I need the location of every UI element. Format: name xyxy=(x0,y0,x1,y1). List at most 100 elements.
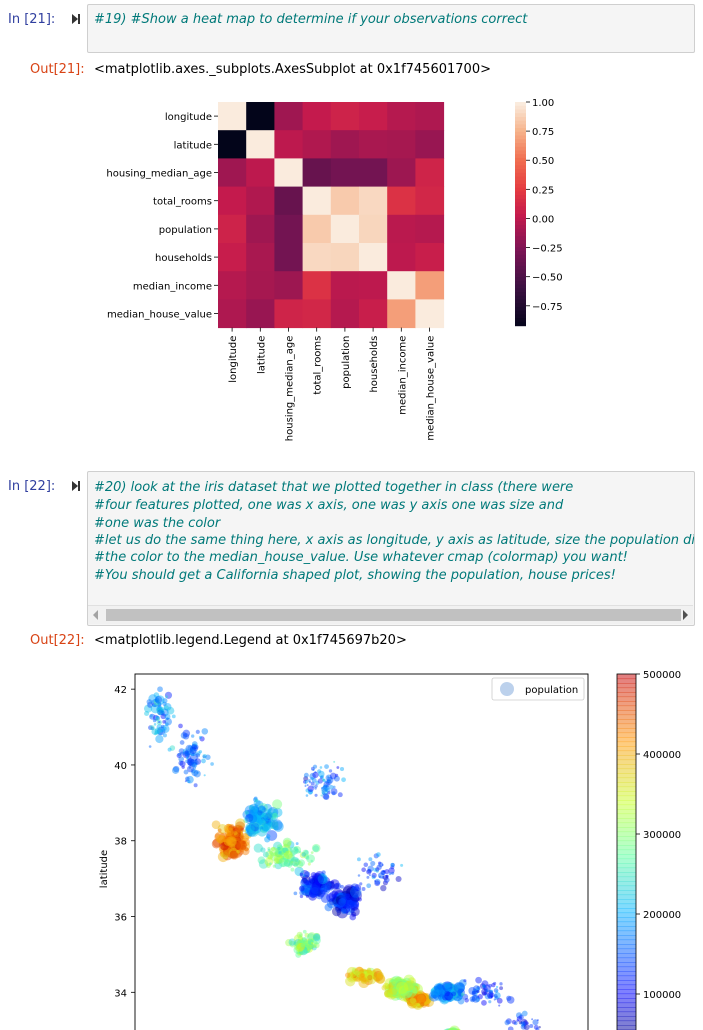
colorbar-segment xyxy=(515,203,526,207)
scatter-point xyxy=(370,861,375,866)
colorbar-segment xyxy=(617,778,636,783)
heatmap-cell xyxy=(274,271,303,300)
colorbar-segment xyxy=(617,908,636,913)
cell21-code-input[interactable]: #19) #Show a heat map to determine if yo… xyxy=(87,4,695,53)
heatmap-cell xyxy=(415,130,444,159)
heatmap-cell xyxy=(246,243,275,272)
heatmap-cell xyxy=(303,130,332,159)
colorbar-segment xyxy=(617,1025,636,1030)
scatter-point xyxy=(400,864,403,867)
heatmap-row-label: total_rooms xyxy=(153,197,212,208)
colorbar-segment xyxy=(515,136,526,140)
colorbar-segment xyxy=(617,742,636,747)
legend-label: population xyxy=(525,685,578,696)
heatmap-col-label: median_income xyxy=(397,336,408,415)
colorbar-segment xyxy=(515,199,526,203)
scatter-point xyxy=(481,1000,487,1006)
colorbar-segment xyxy=(617,769,636,774)
run-cell-icon[interactable] xyxy=(71,480,81,492)
scatter-point xyxy=(218,828,222,832)
scatter-point xyxy=(308,862,311,865)
scatter-point xyxy=(272,799,282,809)
heatmap-cell xyxy=(218,215,247,244)
colorbar-segment xyxy=(617,787,636,792)
scatter-point xyxy=(314,784,317,787)
scatter-point xyxy=(320,775,324,779)
code-line: #four features plotted, one was x axis, … xyxy=(94,498,563,513)
scatter-point xyxy=(505,1020,510,1025)
heatmap-cell xyxy=(359,187,388,216)
heatmap-row-label: households xyxy=(155,253,212,264)
scatter-point xyxy=(488,1000,491,1003)
scatter-point xyxy=(526,1022,529,1025)
scatter-point xyxy=(483,985,486,988)
y-tick-label: 38 xyxy=(114,837,127,848)
cell22-code-input[interactable]: #20) look at the iris dataset that we pl… xyxy=(87,471,695,626)
colorbar-segment xyxy=(515,262,526,266)
scatter-point xyxy=(340,767,344,771)
scatter-point xyxy=(205,754,211,760)
colorbar-tick-label: 400000 xyxy=(643,750,681,761)
horizontal-scrollbar[interactable] xyxy=(88,605,693,624)
scatter-point xyxy=(336,766,339,769)
colorbar-segment xyxy=(617,692,636,697)
scatter-point xyxy=(255,799,258,802)
colorbar-segment xyxy=(515,225,526,229)
colorbar-tick-label: 0.75 xyxy=(532,127,554,138)
heatmap-cell xyxy=(387,158,416,187)
scrollbar-thumb[interactable] xyxy=(106,609,681,621)
scatter-point xyxy=(158,721,160,723)
scatter-point xyxy=(391,988,398,995)
scatter-point xyxy=(184,751,189,756)
colorbar-segment xyxy=(515,266,526,270)
colorbar-segment xyxy=(617,872,636,877)
scatter-point xyxy=(338,792,343,797)
scatter-point xyxy=(468,987,476,995)
colorbar-segment xyxy=(617,877,636,882)
colorbar-tick-label: 200000 xyxy=(643,910,681,921)
scatter-point xyxy=(257,810,262,815)
heatmap-cell xyxy=(415,102,444,131)
colorbar-segment xyxy=(617,832,636,837)
scatter-point xyxy=(150,714,153,717)
scroll-left-arrow-icon[interactable] xyxy=(93,610,98,620)
scatter-point xyxy=(279,851,282,854)
scatter-point xyxy=(272,813,278,819)
colorbar-tick-label: −0.50 xyxy=(532,273,563,284)
scatter-point xyxy=(531,1018,533,1020)
colorbar-segment xyxy=(515,221,526,225)
colorbar-segment xyxy=(617,724,636,729)
scatter-point xyxy=(396,982,408,994)
heatmap-cell xyxy=(387,187,416,216)
colorbar-segment xyxy=(515,244,526,248)
scatter-point xyxy=(444,992,453,1001)
cell22-out-prompt: Out[22]: xyxy=(30,633,85,648)
scatter-point xyxy=(496,986,498,988)
heatmap-cell xyxy=(415,187,444,216)
colorbar-segment xyxy=(617,1003,636,1008)
colorbar-segment xyxy=(617,809,636,814)
scatter-point xyxy=(162,698,167,703)
scatter-point xyxy=(458,998,465,1005)
heatmap-cell xyxy=(359,158,388,187)
colorbar-segment xyxy=(515,180,526,184)
heatmap-cell xyxy=(415,299,444,328)
scatter-point xyxy=(304,871,310,877)
scatter-point xyxy=(183,733,189,739)
scatter-point xyxy=(162,720,166,724)
scatter-point xyxy=(390,863,394,867)
scatter-point xyxy=(498,1005,500,1007)
scatter-point xyxy=(327,882,332,887)
y-tick-label: 36 xyxy=(114,913,127,924)
code-line: #19) #Show a heat map to determine if yo… xyxy=(94,12,527,27)
scatter-point xyxy=(360,973,364,977)
colorbar-segment xyxy=(617,679,636,684)
scroll-right-arrow-icon[interactable] xyxy=(683,610,688,620)
colorbar-segment xyxy=(617,683,636,688)
colorbar-segment xyxy=(515,229,526,233)
colorbar-segment xyxy=(617,1016,636,1021)
run-cell-icon[interactable] xyxy=(71,13,81,25)
colorbar-segment xyxy=(617,805,636,810)
colorbar-segment xyxy=(617,850,636,855)
scatter-point xyxy=(304,880,309,885)
